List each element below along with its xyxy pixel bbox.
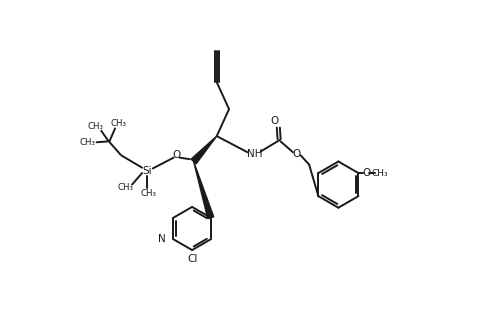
Text: CH₃: CH₃ bbox=[110, 119, 126, 127]
Text: CH₃: CH₃ bbox=[118, 183, 134, 192]
Text: O: O bbox=[271, 117, 278, 126]
Text: NH: NH bbox=[246, 149, 262, 159]
Text: O: O bbox=[173, 150, 181, 160]
Text: Cl: Cl bbox=[187, 254, 197, 264]
Text: CH₃: CH₃ bbox=[371, 169, 388, 178]
Text: Si: Si bbox=[143, 166, 152, 176]
Text: CH₃: CH₃ bbox=[79, 138, 95, 147]
Text: N: N bbox=[158, 234, 166, 244]
Text: CH₃: CH₃ bbox=[87, 122, 103, 130]
Polygon shape bbox=[194, 161, 214, 218]
Text: O: O bbox=[362, 168, 370, 178]
Text: CH₃: CH₃ bbox=[141, 189, 157, 198]
Text: O: O bbox=[293, 149, 301, 159]
Polygon shape bbox=[191, 136, 217, 164]
